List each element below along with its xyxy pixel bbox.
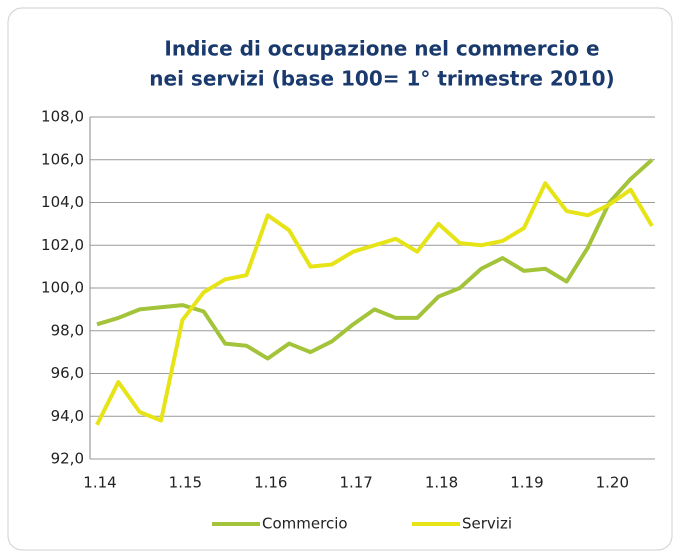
legend-label: Commercio: [262, 515, 348, 533]
series-line: [96, 158, 654, 361]
y-tick-label: 104,0: [41, 193, 84, 211]
y-tick-label: 106,0: [41, 150, 84, 168]
x-tick-label: 1.17: [339, 474, 372, 492]
y-tick-label: 96,0: [51, 364, 84, 382]
x-tick-label: 1.19: [510, 474, 543, 492]
y-tick-label: 102,0: [41, 236, 84, 254]
x-tick-label: 1.15: [169, 474, 202, 492]
y-tick-label: 92,0: [51, 450, 84, 468]
y-tick-label: 100,0: [41, 279, 84, 297]
chart-title: Indice di occupazione nel commercio e: [164, 37, 599, 61]
panel: [7, 7, 673, 551]
x-tick-label: 1.18: [425, 474, 458, 492]
y-tick-label: 94,0: [51, 407, 84, 425]
series-line: [95, 181, 654, 426]
chart-title: nei servizi (base 100= 1° trimestre 2010…: [149, 67, 614, 91]
y-tick-label: 98,0: [51, 321, 84, 339]
x-tick-label: 1.20: [596, 474, 629, 492]
y-tick-label: 108,0: [41, 108, 84, 126]
legend-label: Servizi: [462, 515, 512, 533]
x-tick-label: 1.16: [254, 474, 287, 492]
x-tick-label: 1.14: [83, 474, 116, 492]
